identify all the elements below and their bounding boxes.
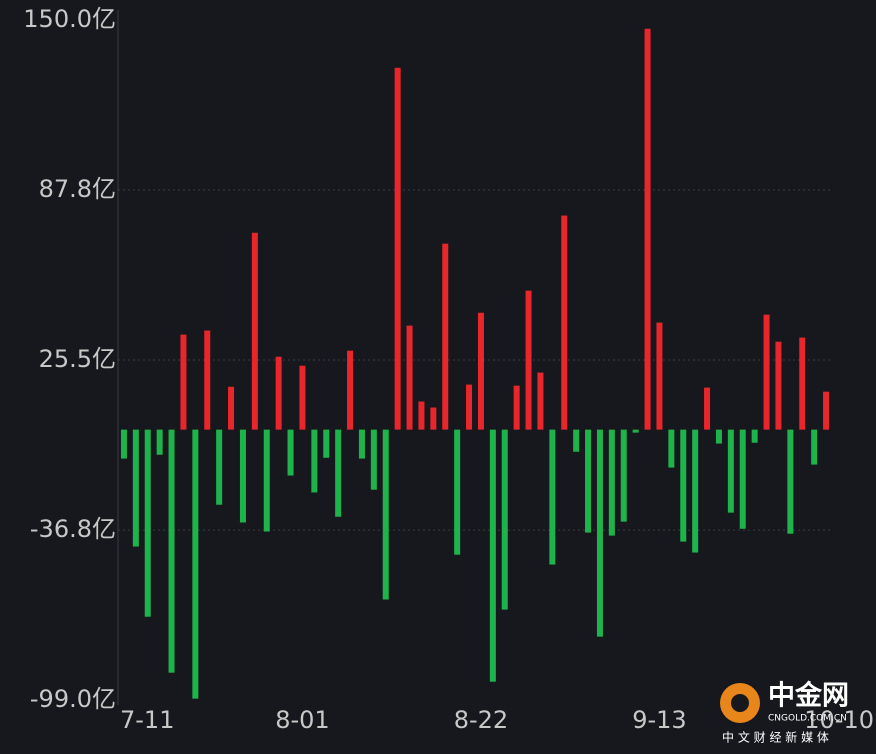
bar [549, 429, 556, 565]
x-tick-label: 8-22 [454, 706, 508, 734]
bar [668, 429, 675, 468]
bar [656, 322, 663, 430]
bar [394, 67, 401, 430]
bar [216, 429, 223, 505]
bar [608, 429, 615, 536]
bar [799, 337, 806, 430]
bar [180, 334, 187, 430]
x-tick-label: 8-01 [275, 706, 329, 734]
bar [406, 325, 413, 430]
y-tick-label: -36.8亿 [30, 515, 116, 543]
bar [204, 330, 211, 430]
bar [632, 429, 639, 433]
bar [299, 365, 306, 430]
y-tick-label: -99.0亿 [30, 685, 116, 713]
bar [370, 429, 377, 490]
bar [692, 429, 699, 553]
bar [763, 314, 770, 430]
bar [323, 429, 330, 458]
x-tick-label: 10-10 [804, 706, 874, 734]
bar [727, 429, 734, 513]
bar [525, 290, 532, 430]
bar [513, 385, 520, 430]
bar [477, 312, 484, 430]
bar [347, 350, 354, 430]
bar [585, 429, 592, 533]
bar [680, 429, 687, 542]
bar [144, 429, 151, 617]
bar [489, 429, 496, 682]
bar [715, 429, 722, 444]
bar [311, 429, 318, 493]
watermark-domain: CNGOLD.COM.CN [768, 714, 847, 724]
bar [287, 429, 294, 476]
bar [430, 407, 437, 430]
bar [501, 429, 508, 610]
bar [156, 429, 163, 455]
bar [537, 372, 544, 430]
bar [275, 356, 282, 430]
plot: -99.0亿 -36.8亿 25.5亿 87.8亿 150.0亿 7-11 8-01 8-22… [23, 5, 874, 734]
bar [620, 429, 627, 522]
bar [573, 429, 580, 452]
bar [418, 401, 425, 430]
bar [382, 429, 389, 600]
bar [596, 429, 603, 637]
bar [787, 429, 794, 534]
watermark-name: 中金网 [768, 680, 849, 712]
y-tick-label: 25.5亿 [39, 345, 116, 373]
bar [228, 386, 235, 430]
bar [239, 429, 246, 523]
bar [704, 387, 711, 430]
bar [442, 243, 449, 430]
bar [263, 429, 270, 532]
watermark-slogan: 中 文 财 经 新 媒 体 [722, 730, 829, 745]
bar [561, 215, 568, 430]
bar [466, 384, 473, 430]
bar [358, 429, 365, 459]
bar [644, 28, 651, 430]
x-tick-label: 7-11 [120, 706, 174, 734]
bar [454, 429, 461, 555]
y-tick-label: 150.0亿 [23, 5, 116, 33]
bar [192, 429, 199, 699]
bar [120, 429, 127, 459]
bar [739, 429, 746, 529]
x-tick-label: 9-13 [632, 706, 686, 734]
bar [751, 429, 758, 443]
bar [168, 429, 175, 673]
bar [335, 429, 342, 517]
bar [823, 391, 830, 430]
bar [775, 341, 782, 430]
watermark: 中金网 CNGOLD.COM.CN 中 文 财 经 新 媒 体 [720, 680, 849, 745]
y-tick-label: 87.8亿 [39, 175, 116, 203]
bar [132, 429, 139, 547]
bar [811, 429, 818, 465]
bar [251, 232, 258, 430]
logo-inner [731, 694, 749, 712]
